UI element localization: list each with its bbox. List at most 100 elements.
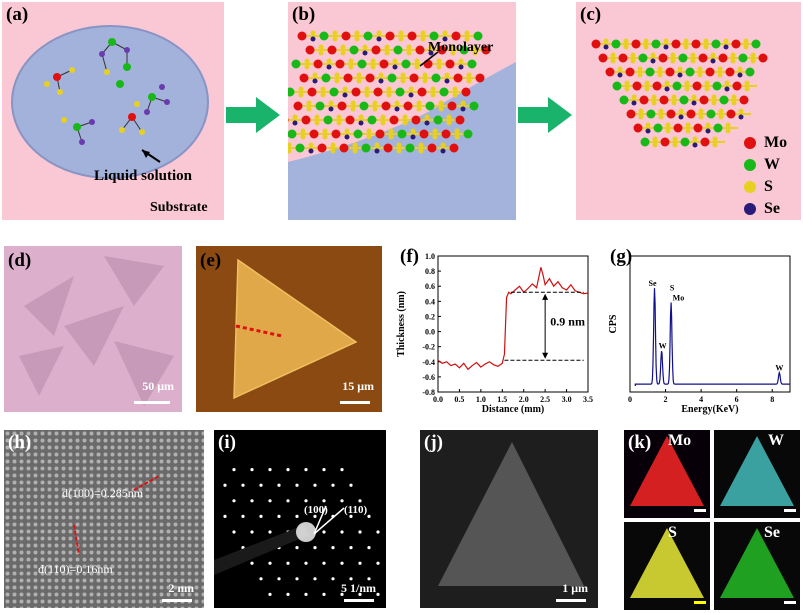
chalcogen-atom [743, 44, 749, 50]
eds-spectrum-chart: 0 2 4 6 8 Se W SMo W Energy(KeV) CPS [608, 255, 791, 415]
chalcogen-atom [366, 134, 372, 140]
diffraction-spot [340, 499, 344, 503]
chalcogen-atom [446, 120, 452, 126]
metal-atom [639, 95, 649, 105]
metal-atom [423, 59, 433, 69]
chalcogen-atom [344, 134, 350, 140]
metal-atom [335, 59, 345, 69]
diffraction-spot [295, 577, 299, 581]
chalcogen-atom [414, 64, 420, 70]
chalcogen-atom [651, 94, 657, 100]
chalcogen-atom [440, 142, 446, 148]
chalcogen-atom [342, 86, 348, 92]
panel-k: Mo W S Se (k) [624, 430, 800, 610]
x-tick-label: 0.0 [433, 395, 443, 404]
diffraction-spot [232, 530, 236, 534]
chalcogen-atom [750, 52, 756, 58]
metal-atom [591, 39, 601, 49]
chalcogen-atom [292, 114, 298, 120]
chalcogen-atom [464, 30, 470, 36]
panel-b: (b) Monolayer [288, 2, 516, 220]
chalcogen-atom [372, 100, 378, 106]
map-label: Mo [668, 432, 692, 449]
metal-atom [331, 129, 341, 139]
chalcogen-atom [396, 148, 402, 154]
peak-label: W [659, 341, 667, 350]
y-tick-label: 0.4 [425, 297, 435, 306]
chalcogen-atom [380, 120, 386, 126]
legend-label: Mo [764, 134, 788, 151]
metal-atom [439, 87, 449, 97]
legend-item: S [744, 176, 787, 198]
se-swatch [744, 203, 756, 215]
chalcogen-atom [704, 80, 710, 86]
chalcogen-atom [402, 120, 408, 126]
metal-atom [469, 101, 479, 111]
chalcogen-atom [336, 114, 342, 120]
metal-atom [379, 59, 389, 69]
solution-droplet-illustration [11, 25, 209, 179]
panel-label: (j) [424, 432, 443, 453]
diffraction-spot [259, 483, 263, 487]
chalcogen-atom [637, 66, 643, 72]
chalcogen-atom [394, 100, 400, 106]
chalcogen-atom [645, 122, 651, 128]
metal-atom [612, 81, 622, 91]
metal-atom [453, 73, 463, 83]
chalcogen-atom [670, 52, 676, 58]
panel-i: (i) (100) (110) 5 1/nm [214, 430, 386, 608]
chalcogen-atom [432, 128, 438, 134]
chalcogen-atom [410, 128, 416, 134]
y-tick-label: -0.2 [422, 343, 435, 352]
metal-atom [745, 67, 755, 77]
metal-atom [323, 115, 333, 125]
chalcogen-atom [697, 66, 703, 72]
chalcogen-atom [348, 58, 354, 64]
metal-atom [427, 143, 437, 153]
diffraction-spot [367, 546, 371, 550]
scale-label: 15 μm [342, 379, 374, 393]
chalcogen-atom [672, 136, 678, 142]
metal-atom [680, 137, 690, 147]
panel-g: 0 2 4 6 8 Se W S Mo W Energy(KeV) CPS (g) [604, 246, 800, 416]
scale-bar [556, 599, 586, 602]
metal-atom [433, 115, 443, 125]
chalcogen-atom [737, 72, 743, 78]
metal-atom [652, 81, 662, 91]
metal-atom [345, 115, 355, 125]
metal-atom [706, 109, 716, 119]
metal-atom [375, 129, 385, 139]
scale-bar [694, 601, 706, 604]
diffraction-spot [376, 530, 380, 534]
eds-series-line [634, 288, 790, 387]
metal-atom [403, 101, 413, 111]
metal-atom [299, 73, 309, 83]
chalcogen-atom [310, 36, 316, 42]
chalcogen-atom [717, 66, 723, 72]
chalcogen-atom [326, 64, 332, 70]
chalcogen-atom [380, 114, 386, 120]
metal-atom [365, 73, 375, 83]
diffraction-spot [304, 561, 308, 565]
chalcogen-atom [691, 94, 697, 100]
y-tick-label: -0.6 [422, 373, 435, 382]
chalcogen-atom [374, 148, 380, 154]
metal-atom [463, 129, 473, 139]
x-tick-label: 4 [699, 395, 703, 404]
chalcogen-atom [386, 86, 392, 92]
chalcogen-atom [738, 108, 744, 114]
scale-bar [694, 509, 706, 512]
x-tick-label: 0 [628, 395, 632, 404]
chalcogen-atom [650, 58, 656, 64]
metal-atom [598, 53, 608, 63]
mo-swatch [744, 137, 756, 149]
chalcogen-atom [416, 106, 422, 112]
metal-atom [732, 81, 742, 91]
y-tick-label: 0.2 [425, 312, 435, 321]
chalcogen-atom [723, 44, 729, 50]
chalcogen-atom [358, 114, 364, 120]
chalcogen-atom [422, 72, 428, 78]
solution-label: Liquid solution [94, 168, 192, 184]
metal-atom [679, 95, 689, 105]
diffraction-spot [349, 546, 353, 550]
